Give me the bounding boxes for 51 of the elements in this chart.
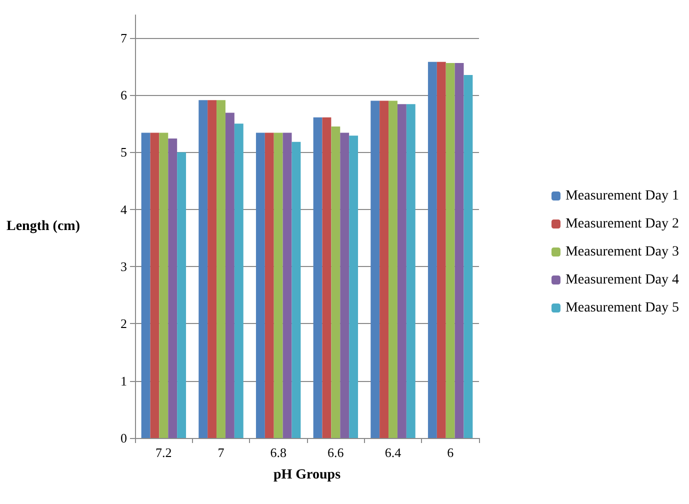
x-tick-label: 7.2 bbox=[156, 445, 172, 460]
bar bbox=[216, 100, 226, 438]
y-tick-label: 2 bbox=[120, 316, 127, 332]
y-tick-label: 6 bbox=[120, 88, 128, 103]
y-tick-label: 1 bbox=[120, 373, 127, 388]
bar bbox=[234, 124, 244, 438]
y-tick-label: 7 bbox=[120, 30, 128, 46]
bar bbox=[446, 63, 455, 438]
bar bbox=[331, 126, 340, 438]
bar bbox=[198, 100, 208, 438]
bar bbox=[150, 132, 160, 438]
bar bbox=[159, 132, 168, 438]
x-tick-label: 6 bbox=[447, 445, 454, 460]
bar bbox=[208, 100, 217, 438]
bar bbox=[370, 100, 380, 438]
bar bbox=[380, 100, 389, 438]
bar bbox=[292, 142, 301, 438]
bar bbox=[322, 117, 332, 438]
legend-label: Measurement Day 5 bbox=[565, 300, 680, 316]
legend-label: Measurement Day 3 bbox=[565, 244, 680, 260]
y-tick-label: 5 bbox=[120, 144, 127, 160]
bar bbox=[464, 75, 473, 438]
bar bbox=[349, 136, 358, 438]
bar bbox=[264, 132, 274, 438]
bar bbox=[225, 112, 234, 438]
x-tick-label: 6.8 bbox=[270, 445, 286, 460]
bar bbox=[177, 152, 186, 438]
x-tick-label: 6.6 bbox=[328, 445, 344, 460]
legend-label: Measurement Day 1 bbox=[565, 188, 680, 204]
x-tick-label: 6.4 bbox=[384, 445, 402, 460]
y-tick-label: 0 bbox=[120, 430, 127, 446]
bar bbox=[256, 132, 265, 438]
bar bbox=[397, 104, 406, 438]
bar bbox=[388, 100, 398, 438]
bar bbox=[313, 117, 322, 438]
y-axis-title: Length (cm) bbox=[6, 219, 80, 234]
bar bbox=[141, 132, 150, 438]
legend-label: Measurement Day 2 bbox=[565, 216, 680, 232]
bar bbox=[454, 63, 464, 438]
y-tick-label: 4 bbox=[120, 202, 128, 217]
bar bbox=[274, 132, 283, 438]
bar bbox=[406, 104, 416, 438]
x-axis-title: pH Groups bbox=[273, 468, 342, 482]
bar bbox=[168, 138, 178, 438]
legend-label: Measurement Day 4 bbox=[565, 272, 680, 288]
y-tick-label: 3 bbox=[120, 259, 127, 274]
bar bbox=[282, 132, 292, 438]
bar bbox=[428, 62, 437, 438]
x-tick-label: 7 bbox=[218, 445, 225, 460]
bar bbox=[340, 132, 350, 438]
bar bbox=[436, 62, 446, 438]
